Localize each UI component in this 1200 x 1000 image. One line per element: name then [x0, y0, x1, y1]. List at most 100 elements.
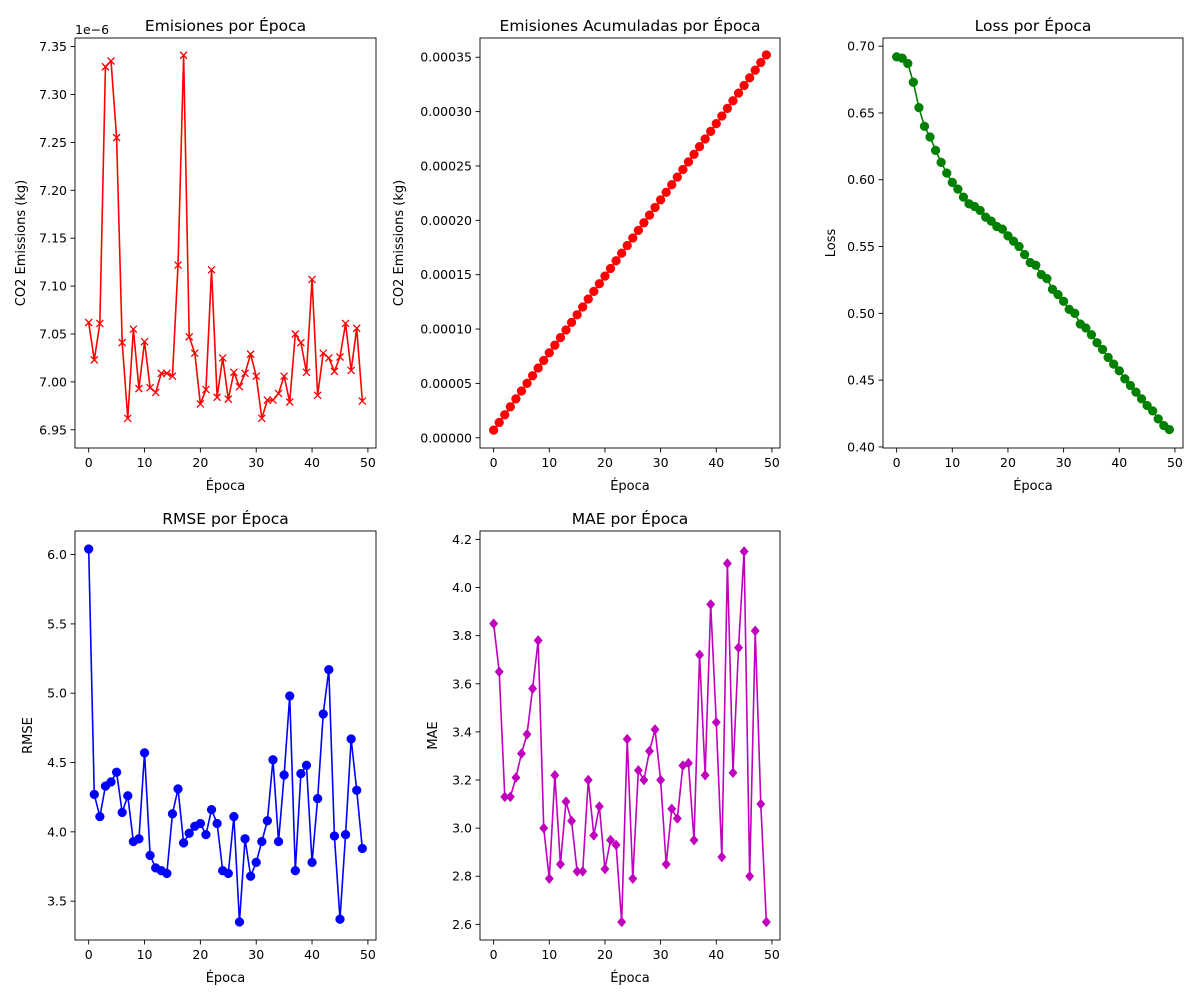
data-point — [123, 414, 132, 423]
data-point — [308, 275, 317, 284]
chart-title: Loss por Época — [975, 16, 1092, 35]
data-point — [953, 184, 963, 194]
x-tick-label: 0 — [490, 455, 498, 470]
y-tick-label: 2.6 — [452, 917, 472, 932]
data-point — [925, 132, 935, 142]
data-point — [324, 664, 334, 675]
data-point — [347, 366, 356, 375]
data-point — [174, 261, 182, 269]
data-point — [706, 126, 716, 137]
data-point — [1136, 394, 1147, 404]
y-axis-label: CO2 Emissions (kg) — [392, 180, 407, 306]
data-point — [123, 791, 133, 801]
data-point — [628, 873, 638, 885]
data-point — [262, 816, 273, 826]
x-tick-label: 50 — [360, 947, 376, 962]
data-point — [106, 777, 116, 787]
data-point — [516, 386, 527, 396]
y-tick-label: 0.55 — [847, 239, 875, 254]
plot-frame — [74, 530, 377, 941]
data-point — [700, 134, 710, 144]
data-point — [611, 839, 621, 851]
data-point — [734, 642, 744, 654]
x-tick-label: 30 — [248, 947, 264, 962]
data-point — [112, 133, 121, 142]
y-tick-label: 0.65 — [847, 105, 875, 120]
data-point — [589, 286, 599, 297]
data-point — [722, 558, 732, 569]
data-point — [336, 353, 344, 361]
data-point — [268, 755, 278, 765]
x-tick-label: 50 — [764, 947, 780, 962]
data-point — [1070, 308, 1080, 318]
data-point — [129, 325, 138, 334]
data-point — [312, 793, 323, 804]
data-point — [745, 73, 755, 83]
data-point — [511, 394, 521, 404]
y-axis-label: MAE — [426, 721, 441, 749]
data-point — [694, 141, 705, 152]
data-point — [600, 271, 610, 281]
data-point — [622, 240, 632, 251]
data-point — [117, 807, 127, 818]
y-tick-label: 4.0 — [47, 824, 67, 839]
y-tick-label: 0.00010 — [420, 322, 472, 337]
data-point — [550, 340, 560, 350]
data-point — [661, 187, 671, 197]
data-point — [269, 396, 277, 405]
data-point — [196, 399, 205, 408]
data-point — [235, 382, 244, 391]
data-point — [1120, 374, 1130, 384]
data-point — [89, 789, 99, 800]
data-point — [1042, 273, 1052, 284]
data-point — [251, 857, 261, 868]
data-point — [528, 683, 538, 694]
data-point — [84, 318, 93, 327]
data-point — [241, 369, 250, 378]
data-point — [678, 164, 688, 175]
y-tick-label: 7.15 — [39, 231, 67, 246]
data-point — [134, 384, 143, 393]
data-point — [711, 716, 721, 728]
data-point — [213, 393, 222, 402]
data-point — [257, 836, 267, 847]
y-tick-label: 0.00030 — [420, 104, 472, 119]
data-point — [206, 805, 217, 815]
data-point — [1031, 260, 1041, 270]
data-point — [958, 192, 969, 202]
chart-2: Emisiones Acumuladas por Época 0 10 20 30 40 5… — [392, 16, 781, 494]
data-point — [700, 769, 710, 781]
x-tick-label: 10 — [137, 455, 153, 470]
data-point — [290, 866, 300, 876]
data-point — [95, 811, 105, 822]
data-point — [583, 294, 593, 304]
series-line — [896, 56, 1170, 431]
data-point — [494, 417, 504, 428]
chart-title: RMSE por Época — [162, 509, 288, 528]
data-point — [689, 834, 699, 846]
series-line — [492, 550, 768, 923]
data-point — [488, 425, 499, 435]
chart-title: MAE por Época — [572, 509, 688, 528]
data-point — [914, 102, 924, 113]
data-point — [1131, 387, 1141, 397]
data-point — [617, 916, 627, 928]
data-point — [280, 372, 289, 381]
data-point — [555, 332, 566, 343]
x-tick-label: 0 — [85, 455, 93, 470]
data-point — [167, 809, 178, 819]
data-point — [578, 302, 588, 312]
x-tick-label: 20 — [192, 455, 208, 470]
data-point — [947, 177, 957, 188]
data-point — [318, 709, 328, 719]
y-tick-label: 4.5 — [47, 755, 67, 770]
plot-frame — [479, 530, 781, 941]
data-point — [1125, 380, 1136, 391]
data-point — [561, 796, 571, 808]
data-point — [185, 332, 194, 341]
data-point — [672, 813, 682, 824]
data-point — [683, 757, 693, 769]
data-point — [195, 818, 206, 829]
data-point — [302, 368, 311, 377]
